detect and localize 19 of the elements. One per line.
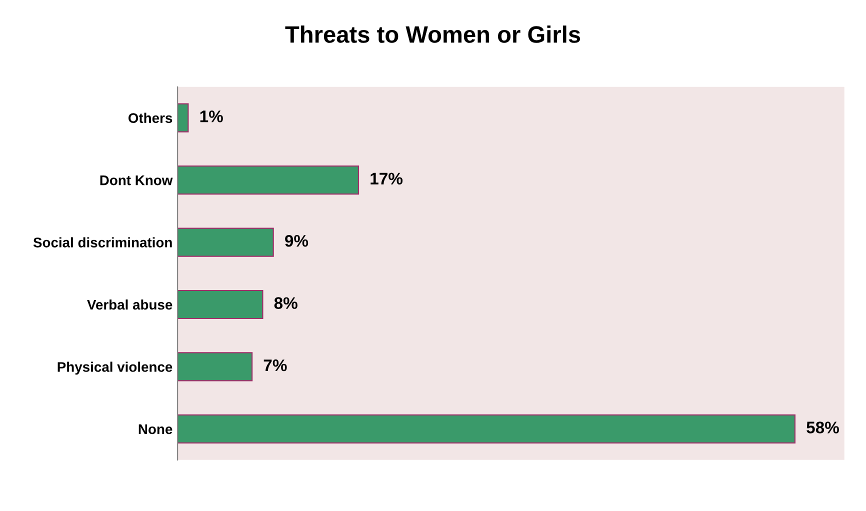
data-label: 58% [806, 422, 839, 434]
y-tick-label: None [138, 424, 172, 434]
chart-title: Threats to Women or Girls [285, 26, 580, 43]
bar [178, 352, 253, 382]
y-tick-label: Social discrimination [33, 237, 172, 248]
y-tick-label: Physical violence [58, 362, 172, 375]
y-tick-label: Others [128, 112, 172, 123]
data-label: 17% [370, 172, 403, 184]
y-tick-label: Verbal abuse [87, 299, 172, 310]
bar [178, 228, 274, 257]
bar [178, 290, 264, 320]
bar [178, 414, 796, 444]
bar [178, 165, 360, 195]
data-label: 8% [274, 297, 298, 309]
y-tick-label: Dont Know [100, 176, 173, 186]
bar [178, 103, 189, 132]
data-label: 7% [264, 359, 287, 372]
data-label: 1% [200, 110, 223, 122]
data-label: 9% [285, 234, 308, 247]
